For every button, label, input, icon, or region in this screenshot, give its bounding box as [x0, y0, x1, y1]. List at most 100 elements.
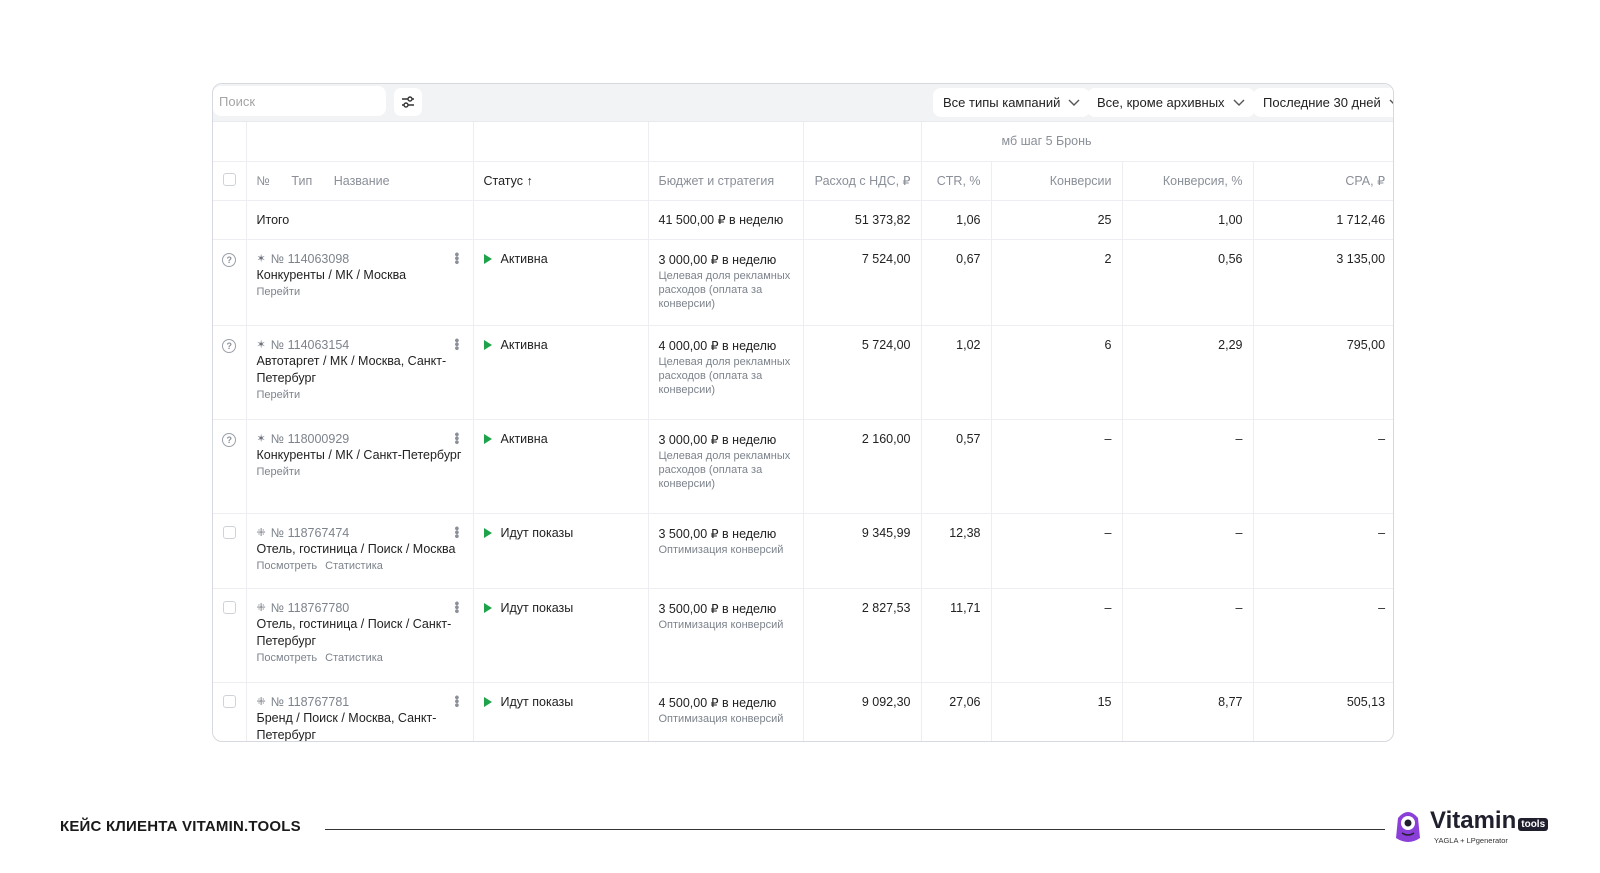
campaign-id[interactable]: № 114063154 [270, 337, 350, 352]
conversions-value: 2 [991, 239, 1123, 326]
cpa-column-header[interactable]: CPA, ₽ [1253, 161, 1393, 201]
more-icon[interactable]: ••• [449, 525, 466, 538]
ctr-value: 27,06 [921, 682, 992, 741]
archive-filter-label: Все, кроме архивных [1097, 95, 1225, 110]
more-icon[interactable]: ••• [449, 337, 466, 350]
cpa-value: – [1253, 513, 1393, 589]
view-link[interactable]: Посмотреть [256, 559, 318, 572]
budget-column-header[interactable]: Бюджет и стратегия [648, 161, 804, 201]
archive-filter-dropdown[interactable]: Все, кроме архивных [1087, 88, 1255, 117]
strategy-text: Оптимизация конверсий [658, 712, 784, 725]
more-icon[interactable]: ••• [449, 600, 466, 613]
help-icon[interactable]: ? [222, 252, 237, 267]
campaign-name[interactable]: Бренд / Поиск / Москва, Санкт-Петербург [256, 710, 437, 742]
spend-value: 9 092,30 [803, 682, 922, 741]
go-link[interactable]: Перейти [256, 465, 301, 478]
campaign-types-dropdown[interactable]: Все типы кампаний [933, 88, 1091, 117]
play-icon [483, 253, 492, 264]
conversion-rate-value: 0,56 [1122, 239, 1254, 326]
go-link[interactable]: Перейти [256, 285, 301, 298]
campaign-name[interactable]: Отель, гостиница / Поиск / Москва [256, 541, 456, 556]
select-all-checkbox[interactable] [222, 172, 236, 186]
stats-link[interactable]: Статистика [325, 559, 383, 572]
monster-mascot-icon [1396, 812, 1420, 842]
cpa-value: 3 135,00 [1253, 239, 1393, 326]
table-row[interactable]: ? ✶ № 118000929 Конкуренты / МК / Санкт-П… [213, 419, 1393, 514]
conversions-value: – [991, 588, 1123, 683]
ctr-column-header[interactable]: CTR, % [921, 161, 992, 201]
status-text: Активна [500, 431, 548, 446]
status-text: Идут показы [500, 525, 574, 540]
total-cpa: 1 712,46 [1253, 200, 1393, 240]
stats-link[interactable]: Статистика [325, 651, 383, 664]
sliders-icon [402, 96, 414, 108]
budget-value: 4 500,00 ₽ в неделю [658, 695, 777, 710]
status-column-header[interactable]: Статус ↑ [473, 161, 649, 201]
table-row[interactable]: ? ✶ № 114063098 Конкуренты / МК / Москва … [213, 239, 1393, 326]
conversion-rate-value: – [1122, 419, 1254, 514]
more-icon[interactable]: ••• [449, 694, 466, 707]
table-row[interactable]: ⁜ № 118767780 Отель, гостиница / Поиск / … [213, 588, 1393, 683]
filter-settings-button[interactable] [394, 88, 422, 116]
conversion-rate-value: 2,29 [1122, 325, 1254, 420]
table-row[interactable]: ? ✶ № 114063154 Автотаргет / МК / Москва,… [213, 325, 1393, 420]
total-budget: 41 500,00 ₽ в неделю [648, 200, 804, 240]
row-checkbox[interactable] [222, 525, 236, 539]
spend-value: 2 827,53 [803, 588, 922, 683]
campaign-id[interactable]: № 118767474 [270, 525, 350, 540]
status-text: Активна [500, 251, 548, 266]
search-input[interactable] [213, 86, 386, 116]
help-icon[interactable]: ? [222, 432, 237, 447]
spend-value: 7 524,00 [803, 239, 922, 326]
budget-value: 3 000,00 ₽ в неделю [658, 432, 777, 447]
ctr-value: 11,71 [921, 588, 992, 683]
conversions-value: 6 [991, 325, 1123, 420]
table-row[interactable]: ⁜ № 118767781 Бренд / Поиск / Москва, Сан… [213, 682, 1393, 742]
campaign-id[interactable]: № 118767780 [270, 600, 350, 615]
play-icon [483, 433, 492, 444]
case-caption: КЕЙС КЛИЕНТА VITAMIN.TOOLS [60, 818, 301, 835]
view-link[interactable]: Посмотреть [256, 651, 318, 664]
campaign-id[interactable]: № 118000929 [270, 431, 350, 446]
row-checkbox[interactable] [222, 600, 236, 614]
chevron-down-icon [1233, 99, 1245, 106]
goal-group-header: мб шаг 5 Бронь [921, 122, 1393, 162]
cpa-value: 795,00 [1253, 325, 1393, 420]
table-row[interactable]: ⁜ № 118767474 Отель, гостиница / Поиск / … [213, 513, 1393, 589]
total-conversion-rate: 1,00 [1122, 200, 1254, 240]
ctr-value: 0,67 [921, 239, 992, 326]
spend-column-header[interactable]: Расход с НДС, ₽ [803, 161, 922, 201]
campaigns-table: мб шаг 5 Бронь № Тип Название Статус ↑ Б… [213, 122, 1393, 742]
period-label: Последние 30 дней [1263, 95, 1381, 110]
campaign-name[interactable]: Отель, гостиница / Поиск / Санкт-Петербу… [256, 616, 452, 648]
campaign-id[interactable]: № 114063098 [270, 251, 350, 266]
campaign-name[interactable]: Автотаргет / МК / Москва, Санкт-Петербур… [256, 353, 447, 385]
more-icon[interactable]: ••• [449, 431, 466, 444]
budget-value: 3 500,00 ₽ в неделю [658, 526, 777, 541]
ctr-value: 12,38 [921, 513, 992, 589]
conversions-column-header[interactable]: Конверсии [991, 161, 1123, 201]
period-dropdown[interactable]: Последние 30 дней [1253, 88, 1393, 117]
play-icon [483, 696, 492, 707]
conversions-value: 15 [991, 682, 1123, 741]
play-icon [483, 527, 492, 538]
ctr-value: 0,57 [921, 419, 992, 514]
campaigns-panel: Все типы кампаний Все, кроме архивных По… [212, 83, 1394, 742]
help-icon[interactable]: ? [222, 338, 237, 353]
row-checkbox[interactable] [222, 694, 236, 708]
status-text: Активна [500, 337, 548, 352]
smart-campaign-icon: ✶ [256, 339, 266, 351]
campaign-name[interactable]: Конкуренты / МК / Санкт-Петербург [256, 447, 462, 462]
search-campaign-icon: ⁜ [256, 696, 266, 708]
num-column-label: № [256, 173, 270, 188]
cpa-value: – [1253, 419, 1393, 514]
campaign-id[interactable]: № 118767781 [270, 694, 350, 709]
spend-value: 2 160,00 [803, 419, 922, 514]
conversion-rate-column-header[interactable]: Конверсия, % [1122, 161, 1254, 201]
status-text: Идут показы [500, 600, 574, 615]
budget-value: 3 000,00 ₽ в неделю [658, 252, 777, 267]
campaign-name[interactable]: Конкуренты / МК / Москва [256, 267, 407, 282]
more-icon[interactable]: ••• [449, 251, 466, 264]
logo-word: Vitamin [1430, 807, 1517, 834]
go-link[interactable]: Перейти [256, 388, 301, 401]
